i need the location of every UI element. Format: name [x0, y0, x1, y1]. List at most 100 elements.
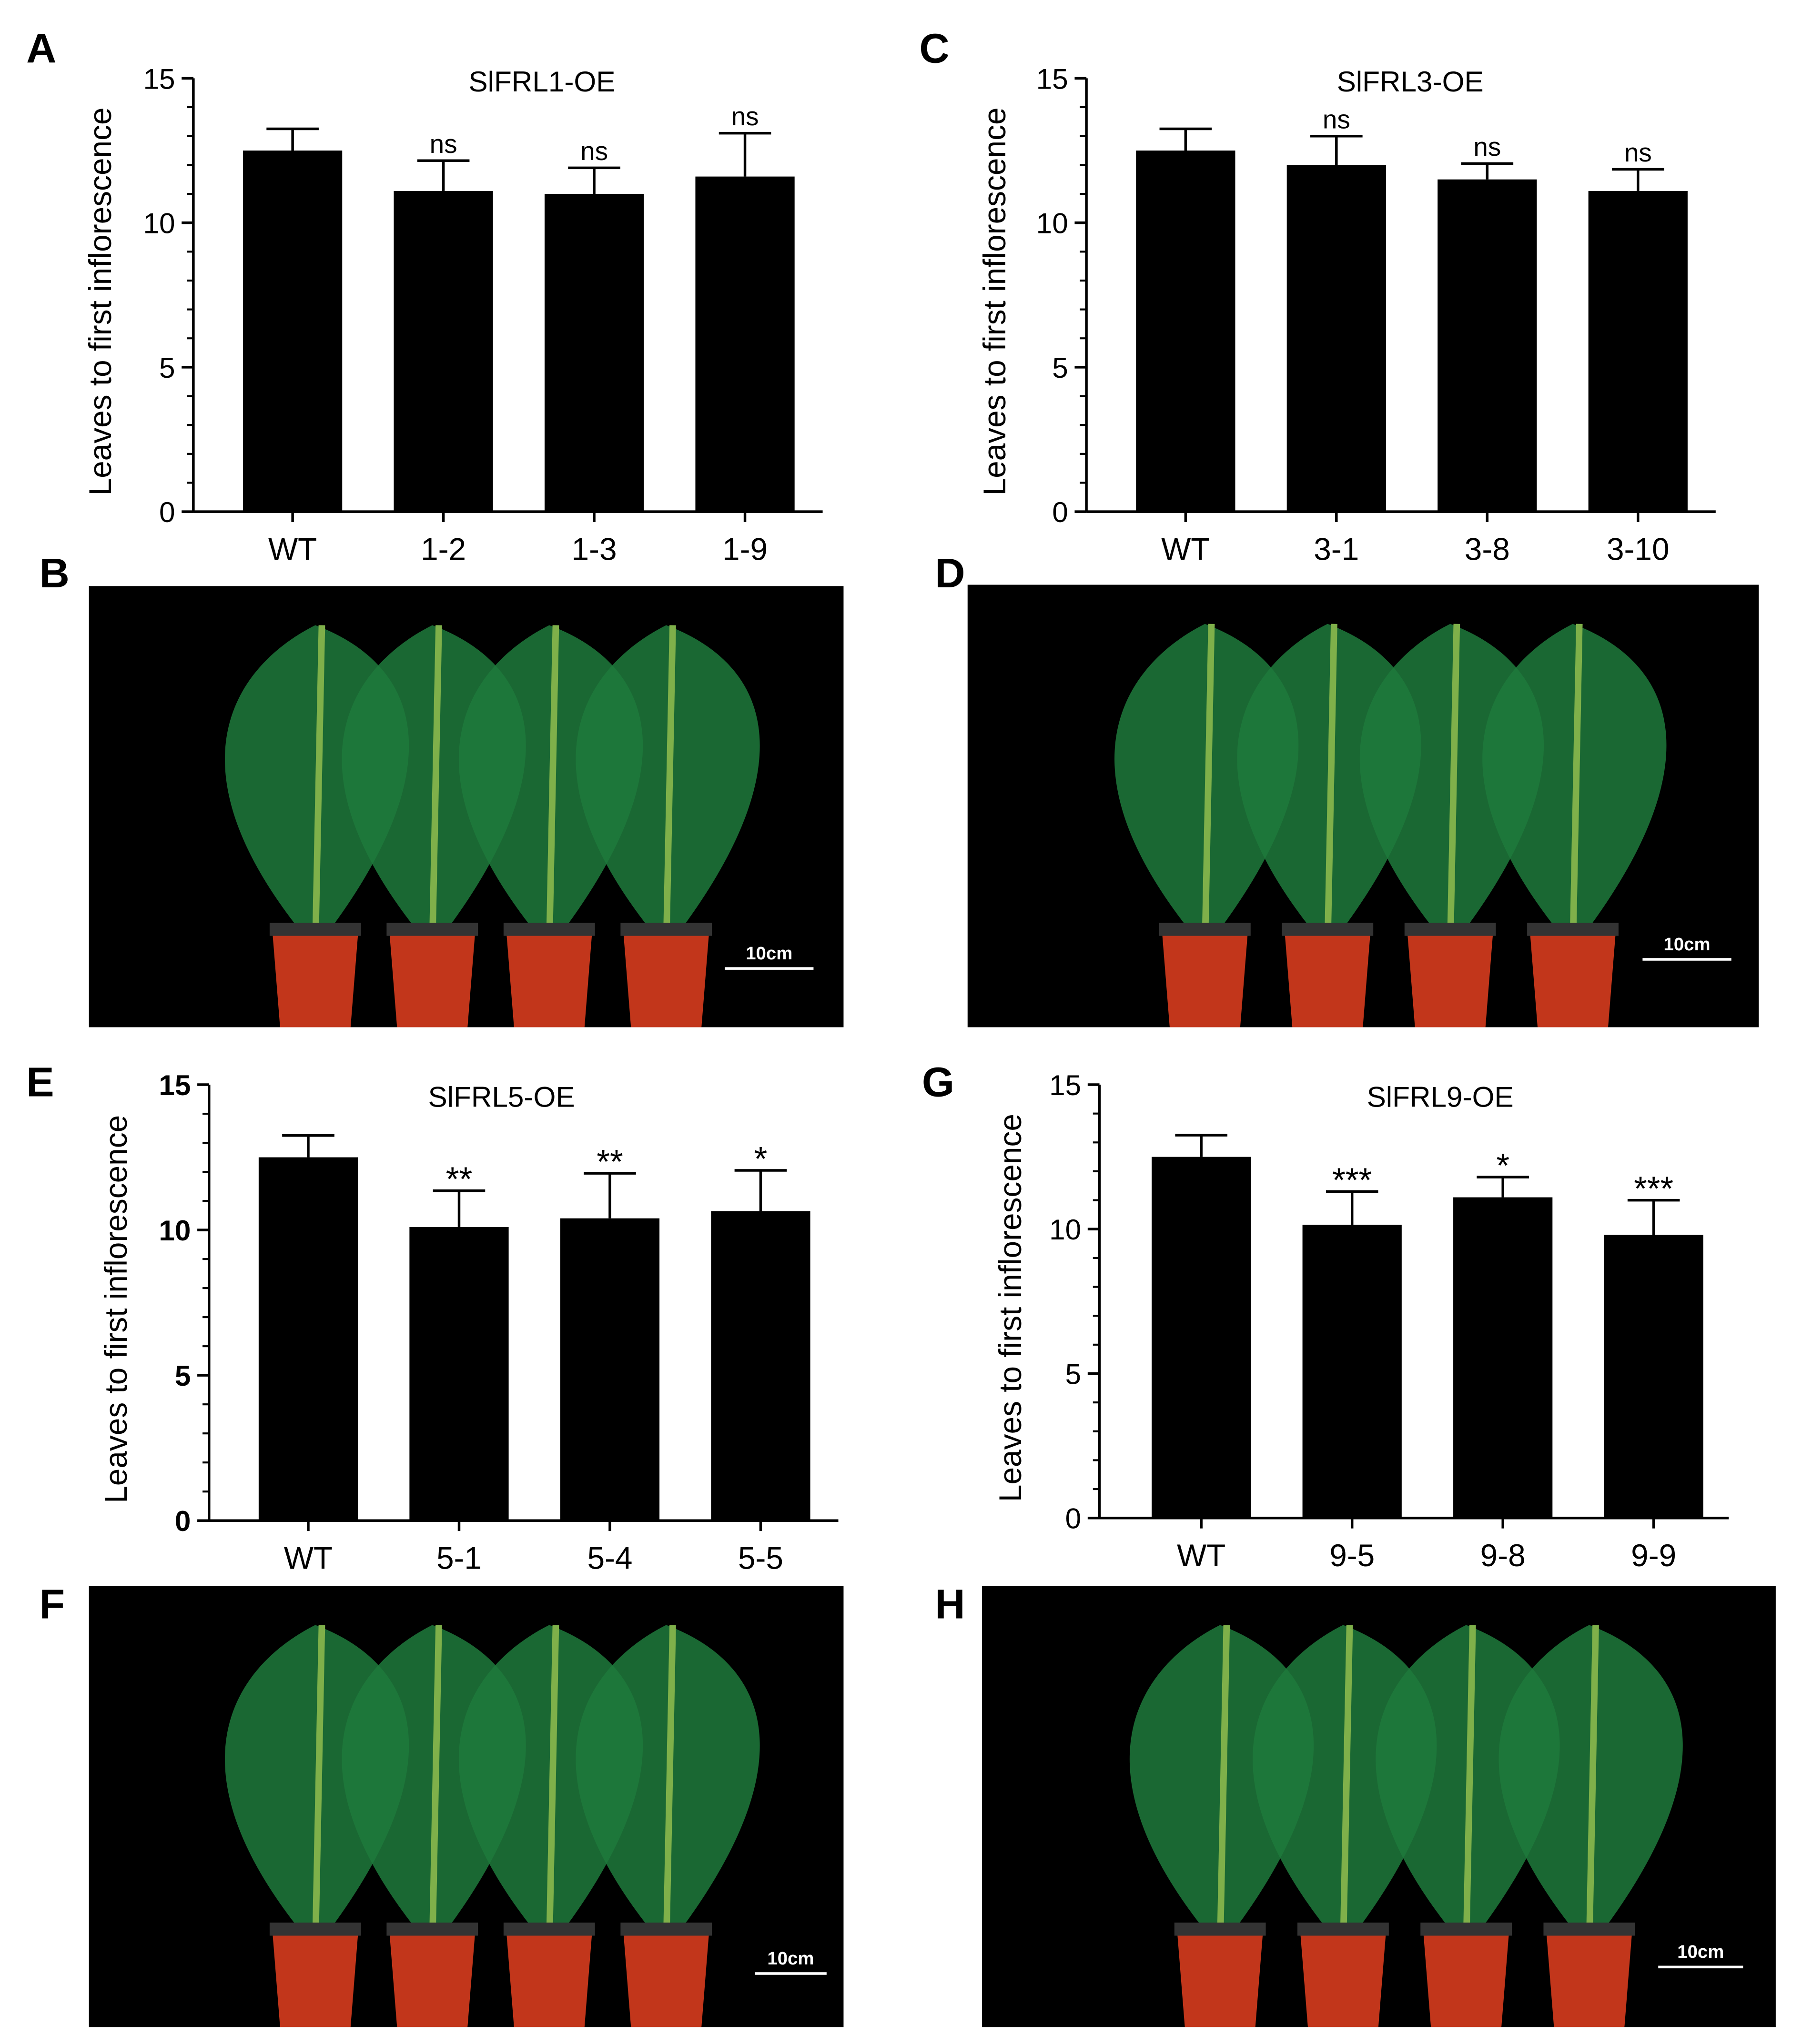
- y-tick-label: 0: [1052, 496, 1068, 528]
- pot-rim: [386, 1923, 478, 1936]
- x-tick-label: WT: [1177, 1538, 1225, 1573]
- y-tick-label: 10: [1049, 1213, 1081, 1246]
- pot-rim: [503, 1923, 595, 1936]
- significance-label: *: [754, 1140, 768, 1178]
- bar: [1152, 1157, 1251, 1518]
- plant-stem: [546, 1625, 559, 1949]
- y-tick-label: 15: [159, 1069, 191, 1101]
- bar: [711, 1211, 810, 1521]
- y-tick-label: 10: [159, 1214, 191, 1247]
- panel-label: D: [935, 550, 965, 596]
- plant-stem: [429, 625, 442, 949]
- pot-rim: [1159, 923, 1251, 936]
- plant-stem: [663, 625, 676, 949]
- photo: 10cm: [967, 584, 1759, 1027]
- bar: [258, 1157, 358, 1521]
- pot-rim: [1404, 923, 1496, 936]
- plant-stem: [312, 625, 325, 949]
- y-tick-label: 10: [1036, 207, 1068, 240]
- y-tick-label: 0: [175, 1505, 191, 1537]
- x-tick-label: 3-8: [1465, 532, 1510, 567]
- bar-chart: A SlFRL1-OE Leaves to first inflorescence 0…: [26, 25, 823, 567]
- plant-pot: [1177, 1929, 1264, 2027]
- plant-stem: [1586, 1625, 1599, 1949]
- significance-label: **: [597, 1143, 623, 1181]
- x-tick-label: 9-9: [1631, 1538, 1676, 1573]
- plant-pot: [272, 1929, 359, 2027]
- x-tick-label: 3-1: [1314, 532, 1359, 567]
- panel-label: E: [26, 1059, 54, 1106]
- bar: [1604, 1235, 1703, 1518]
- pot-rim: [1174, 1923, 1266, 1936]
- panel-label: A: [26, 25, 56, 72]
- bar: [1588, 191, 1688, 512]
- x-tick-label: 5-5: [738, 1541, 783, 1576]
- plant-pot: [1300, 1929, 1387, 2027]
- pot-rim: [1543, 1923, 1635, 1936]
- y-tick-label: 15: [143, 62, 175, 95]
- y-tick-label: 5: [175, 1359, 191, 1392]
- panel-label: H: [935, 1581, 965, 1628]
- pot-rim: [620, 923, 712, 936]
- significance-label: **: [446, 1161, 472, 1198]
- plant-stem: [1569, 624, 1583, 949]
- significance-label: ns: [731, 101, 759, 131]
- pot-rim: [503, 923, 595, 936]
- y-tick-label: 15: [1049, 1069, 1081, 1101]
- x-tick-label: 3-10: [1607, 532, 1670, 567]
- plant-pot: [389, 929, 476, 1027]
- plant-pot: [1529, 929, 1616, 1027]
- plant-stem: [663, 1625, 676, 1949]
- bar-chart: C SlFRL3-OE Leaves to first inflorescence 0…: [919, 25, 1716, 567]
- bar-chart: G SlFRL9-OE Leaves to first inflorescence 0…: [922, 1059, 1729, 1573]
- plant-stem: [1202, 624, 1215, 949]
- significance-label: ns: [1624, 138, 1652, 167]
- panel-label: C: [919, 25, 949, 72]
- scale-bar-label: 10cm: [746, 943, 792, 964]
- y-tick-label: 15: [1036, 62, 1068, 95]
- plant-pot: [506, 929, 593, 1027]
- bar: [409, 1227, 509, 1521]
- chart-title: SlFRL9-OE: [1367, 1081, 1514, 1113]
- scale-bar-label: 10cm: [1677, 1942, 1724, 1962]
- scale-bar-label: 10cm: [767, 1948, 814, 1969]
- pot-rim: [1282, 923, 1374, 936]
- bar-chart: E SlFRL5-OE Leaves to first inflorescence 0…: [26, 1059, 839, 1576]
- pot-rim: [620, 1923, 712, 1936]
- pot-rim: [1420, 1923, 1512, 1936]
- plant-stem: [546, 625, 559, 949]
- pot-rim: [269, 1923, 361, 1936]
- y-axis-label: Leaves to first inflorescence: [98, 1115, 133, 1503]
- chart-title: SlFRL1-OE: [468, 65, 615, 98]
- plant-pot: [623, 929, 709, 1027]
- x-tick-label: 5-4: [587, 1541, 632, 1576]
- x-tick-label: 9-8: [1480, 1538, 1526, 1573]
- x-tick-label: 1-3: [572, 532, 617, 567]
- plant-stem: [312, 1625, 325, 1949]
- significance-label: ***: [1332, 1161, 1372, 1199]
- plant-stem: [1340, 1625, 1353, 1949]
- pot-rim: [269, 923, 361, 936]
- y-tick-label: 5: [1052, 352, 1068, 384]
- bar: [1302, 1225, 1402, 1518]
- panel-label: F: [40, 1581, 65, 1628]
- bar: [695, 176, 795, 512]
- y-tick-label: 0: [159, 496, 175, 528]
- x-tick-label: WT: [1161, 532, 1210, 567]
- pot-rim: [386, 923, 478, 936]
- scale-bar-label: 10cm: [1663, 934, 1710, 955]
- plant-pot: [1407, 929, 1494, 1027]
- photo: 10cm: [982, 1586, 1776, 2027]
- significance-label: ns: [430, 129, 457, 159]
- pot-rim: [1527, 923, 1619, 936]
- chart-title: SlFRL3-OE: [1337, 65, 1484, 98]
- plant-stem: [1463, 1625, 1476, 1949]
- plant-pot: [623, 1929, 709, 2027]
- pot-rim: [1297, 1923, 1389, 1936]
- significance-label: *: [1496, 1147, 1509, 1185]
- panel-label: G: [922, 1059, 954, 1106]
- bar: [1136, 151, 1235, 512]
- plant-pot: [389, 1929, 476, 2027]
- x-tick-label: WT: [268, 532, 317, 567]
